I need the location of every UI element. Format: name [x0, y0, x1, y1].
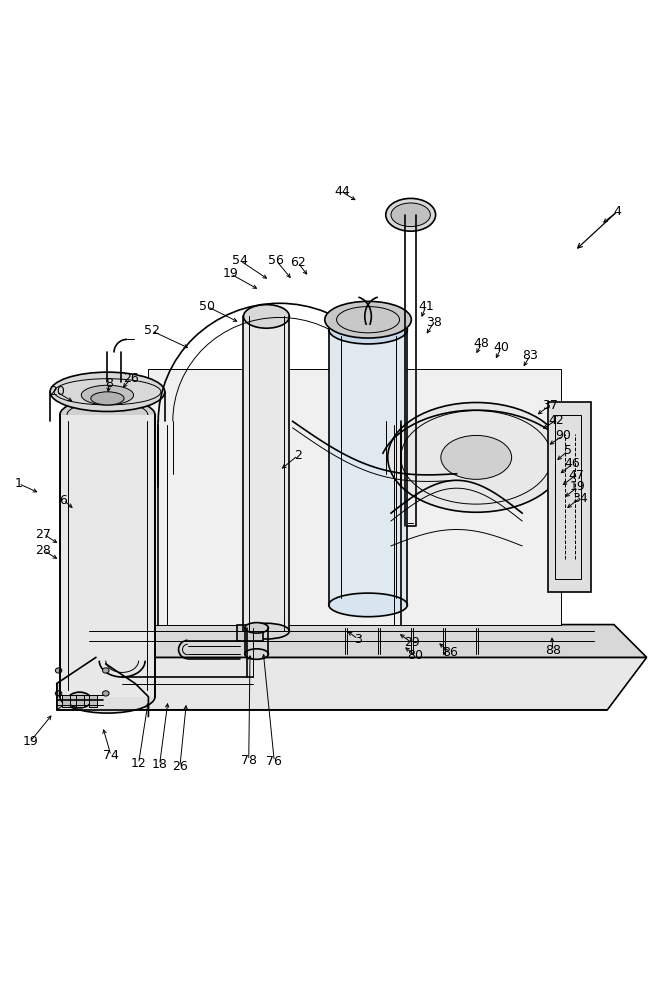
Ellipse shape — [60, 680, 155, 713]
Text: 83: 83 — [522, 349, 538, 362]
Ellipse shape — [329, 315, 408, 344]
Ellipse shape — [81, 385, 133, 405]
Ellipse shape — [388, 403, 565, 512]
Polygon shape — [149, 369, 562, 625]
Text: 41: 41 — [418, 300, 434, 313]
Text: 74: 74 — [103, 749, 119, 762]
Text: 4: 4 — [614, 205, 621, 218]
Text: 40: 40 — [493, 341, 509, 354]
Text: 18: 18 — [151, 758, 167, 771]
Polygon shape — [329, 330, 408, 605]
Polygon shape — [56, 657, 96, 710]
Text: 50: 50 — [199, 300, 215, 313]
Ellipse shape — [244, 305, 290, 328]
Text: 19: 19 — [23, 735, 39, 748]
Ellipse shape — [91, 392, 124, 405]
Text: 29: 29 — [404, 636, 420, 649]
Text: 37: 37 — [542, 399, 558, 412]
Text: 20: 20 — [48, 385, 64, 398]
Polygon shape — [56, 657, 647, 710]
Text: 27: 27 — [36, 528, 51, 541]
Text: 52: 52 — [143, 324, 159, 337]
Text: 76: 76 — [266, 755, 282, 768]
Ellipse shape — [60, 398, 155, 431]
Ellipse shape — [329, 593, 408, 617]
Ellipse shape — [325, 301, 411, 338]
Text: 6: 6 — [59, 494, 67, 507]
Ellipse shape — [55, 691, 62, 696]
Text: 8: 8 — [105, 377, 113, 390]
Text: 19: 19 — [570, 480, 586, 493]
Text: 44: 44 — [334, 185, 350, 198]
Text: 26: 26 — [172, 760, 188, 773]
Text: 47: 47 — [568, 469, 584, 482]
Text: 5: 5 — [564, 444, 572, 457]
Text: 54: 54 — [232, 254, 248, 267]
Ellipse shape — [50, 372, 165, 411]
Text: 80: 80 — [407, 649, 423, 662]
Bar — [76, 695, 84, 707]
Ellipse shape — [391, 203, 430, 227]
Text: 34: 34 — [572, 492, 588, 505]
Ellipse shape — [245, 649, 268, 659]
Ellipse shape — [68, 692, 92, 708]
Ellipse shape — [102, 668, 109, 673]
Ellipse shape — [245, 623, 268, 633]
Text: 78: 78 — [241, 754, 257, 767]
Text: 56: 56 — [268, 254, 284, 267]
Ellipse shape — [386, 198, 436, 231]
Text: 42: 42 — [548, 414, 564, 427]
Bar — [237, 625, 263, 641]
Polygon shape — [244, 316, 290, 631]
Bar — [90, 695, 97, 707]
Text: 19: 19 — [222, 267, 238, 280]
Polygon shape — [60, 415, 155, 697]
Text: 86: 86 — [442, 646, 458, 659]
Text: 28: 28 — [36, 544, 51, 557]
Ellipse shape — [441, 435, 512, 479]
Bar — [555, 415, 581, 579]
Text: 12: 12 — [131, 757, 147, 770]
Polygon shape — [70, 625, 647, 657]
Text: 1: 1 — [15, 477, 23, 490]
Text: 90: 90 — [555, 429, 571, 442]
Bar — [548, 402, 591, 592]
Text: 38: 38 — [426, 316, 442, 329]
Text: 3: 3 — [355, 633, 362, 646]
Text: 46: 46 — [565, 457, 580, 470]
Text: 62: 62 — [290, 256, 306, 269]
Text: 2: 2 — [294, 449, 302, 462]
Text: 48: 48 — [473, 337, 489, 350]
Text: 88: 88 — [545, 644, 561, 657]
Bar — [62, 695, 70, 707]
Ellipse shape — [244, 623, 290, 639]
Ellipse shape — [102, 691, 109, 696]
Text: 26: 26 — [123, 372, 139, 385]
Ellipse shape — [55, 668, 62, 673]
